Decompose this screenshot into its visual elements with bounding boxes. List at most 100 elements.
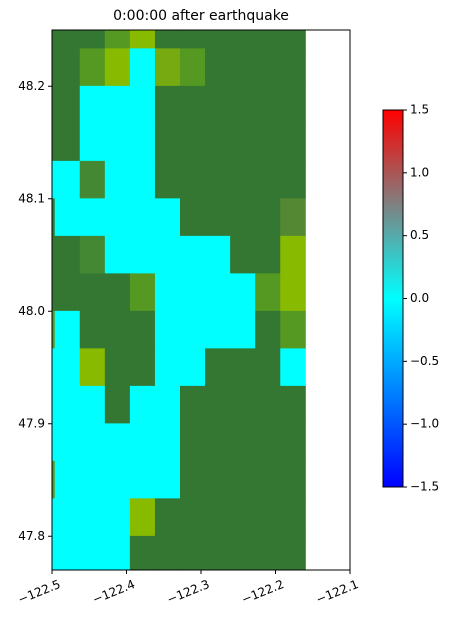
land-cell — [255, 385, 281, 424]
land-cell — [255, 460, 281, 499]
water-cell — [154, 423, 181, 462]
water-cell — [104, 160, 131, 199]
water-cell — [54, 348, 81, 387]
land-cell — [52, 48, 56, 87]
water-cell — [54, 498, 81, 537]
land-cell — [205, 460, 231, 499]
land-cell — [205, 348, 231, 387]
water-cell — [104, 535, 131, 570]
land-cell — [180, 385, 206, 424]
land-cell — [54, 48, 81, 87]
water-cell — [205, 273, 231, 312]
colorbar-tick-label: −1.0 — [410, 417, 439, 431]
water-cell — [104, 235, 131, 274]
chart-title: 0:00:00 after earthquake — [113, 8, 289, 24]
water-cell — [129, 85, 156, 124]
water-cell — [54, 535, 81, 570]
land-cell — [280, 460, 306, 499]
land-cell — [205, 385, 231, 424]
land-cell — [255, 348, 281, 387]
land-cell — [79, 235, 106, 274]
land-cell — [180, 160, 206, 199]
water-cell — [104, 498, 131, 537]
land-cell — [154, 123, 181, 162]
land-cell — [205, 498, 231, 537]
y-tick-label: 48.0 — [18, 304, 45, 318]
water-cell — [104, 85, 131, 124]
land-cell — [129, 498, 156, 537]
water-cell — [154, 198, 181, 237]
water-cell — [154, 385, 181, 424]
water-cell — [79, 385, 106, 424]
land-cell — [180, 460, 206, 499]
land-cell — [205, 85, 231, 124]
land-cell — [54, 85, 81, 124]
x-tick-label: −122.2 — [240, 577, 286, 607]
land-cell — [54, 273, 81, 312]
land-cell — [255, 198, 281, 237]
colorbar — [382, 109, 404, 488]
land-cell — [230, 535, 256, 570]
land-cell — [280, 235, 306, 274]
water-cell — [52, 498, 56, 537]
land-cell — [154, 30, 181, 49]
land-cell — [230, 30, 256, 49]
land-cell — [129, 273, 156, 312]
land-cell — [205, 30, 231, 49]
land-cell — [280, 85, 306, 124]
water-cell — [180, 310, 206, 349]
water-cell — [104, 198, 131, 237]
land-cell — [104, 48, 131, 87]
land-cell — [280, 30, 306, 49]
water-cell — [104, 423, 131, 462]
land-cell — [129, 535, 156, 570]
water-cell — [129, 235, 156, 274]
land-cell — [280, 310, 306, 349]
land-cell — [180, 48, 206, 87]
land-cell — [104, 348, 131, 387]
water-cell — [79, 460, 106, 499]
land-cell — [230, 460, 256, 499]
colorbar-tick-label: 1.5 — [410, 103, 429, 117]
land-cell — [230, 160, 256, 199]
land-cell — [255, 235, 281, 274]
land-cell — [230, 85, 256, 124]
land-cell — [255, 30, 281, 49]
land-cell — [154, 160, 181, 199]
land-cell — [129, 30, 156, 49]
land-cell — [255, 273, 281, 312]
land-cell — [230, 123, 256, 162]
water-cell — [230, 310, 256, 349]
land-cell — [180, 30, 206, 49]
land-cell — [255, 123, 281, 162]
land-cell — [52, 123, 56, 162]
water-cell — [180, 348, 206, 387]
raster — [52, 30, 306, 570]
water-cell — [129, 460, 156, 499]
land-cell — [154, 498, 181, 537]
land-cell — [180, 535, 206, 570]
x-tick-label: −122.4 — [91, 577, 137, 607]
land-cell — [54, 235, 81, 274]
water-cell — [52, 160, 56, 199]
y-tick-label: 47.9 — [18, 416, 45, 430]
water-cell — [154, 348, 181, 387]
colorbar-tick-label: 0.0 — [410, 291, 429, 305]
water-cell — [54, 385, 81, 424]
water-cell — [54, 310, 81, 349]
water-cell — [54, 198, 81, 237]
water-cell — [180, 235, 206, 274]
land-cell — [205, 160, 231, 199]
water-cell — [79, 123, 106, 162]
water-cell — [129, 423, 156, 462]
water-cell — [54, 460, 81, 499]
water-cell — [79, 423, 106, 462]
land-cell — [79, 310, 106, 349]
land-cell — [52, 85, 56, 124]
land-cell — [280, 273, 306, 312]
y-tick-label: 48.2 — [18, 79, 45, 93]
water-cell — [52, 423, 56, 462]
water-cell — [154, 235, 181, 274]
land-cell — [79, 348, 106, 387]
